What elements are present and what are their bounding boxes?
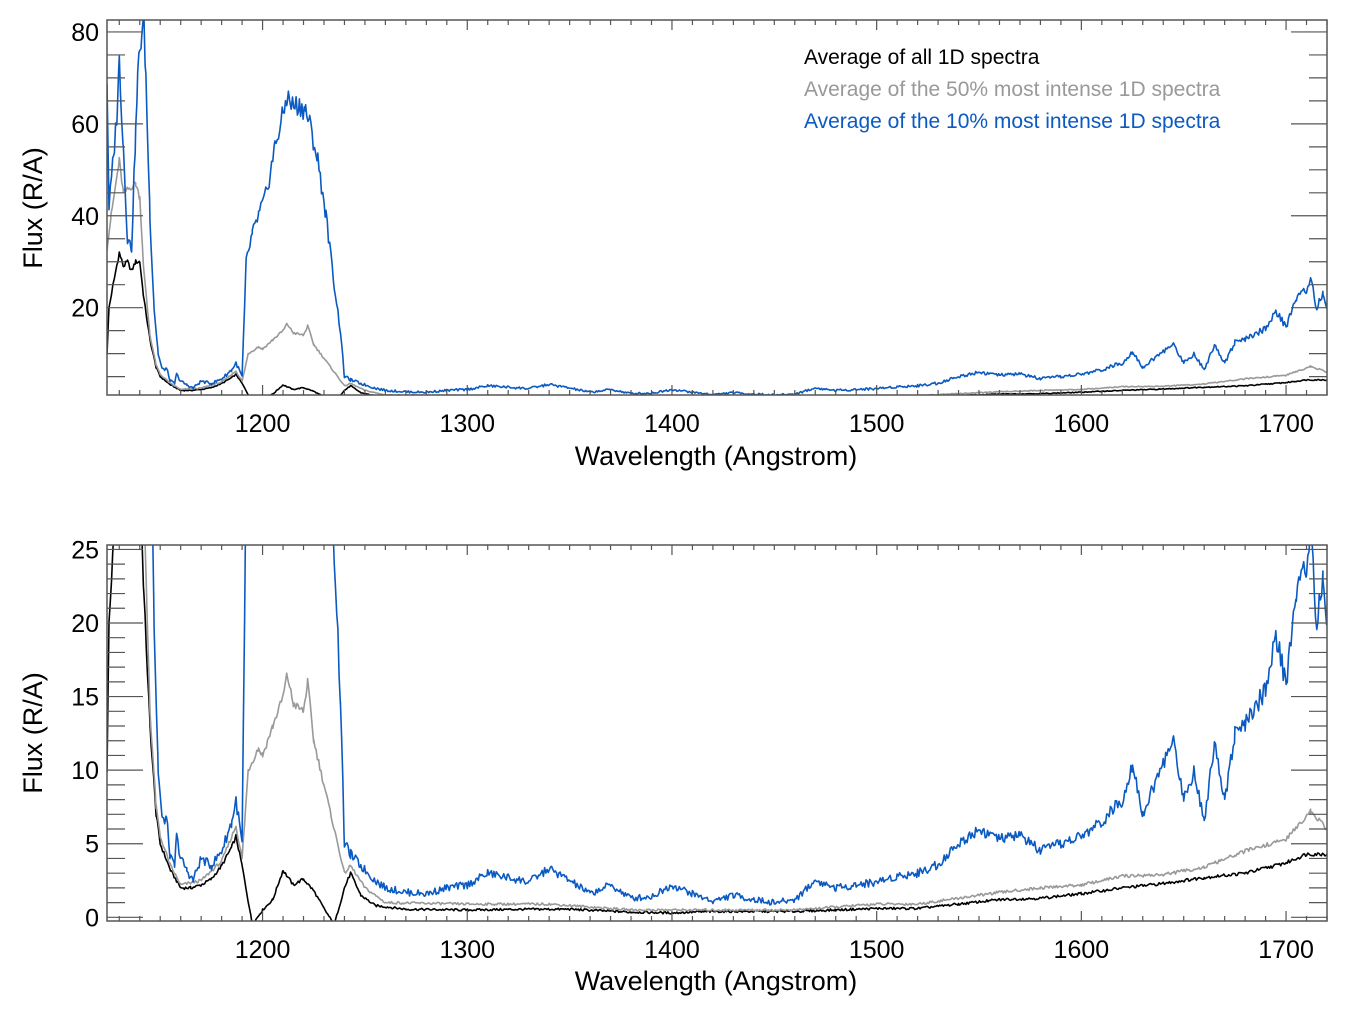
y-tick-label: 25 [71,536,99,564]
x-tick-label: 1600 [1054,936,1110,964]
top-x-tick-labels: 1200 1300 1400 1500 1600 1700 [235,410,1314,438]
x-tick-label: 1700 [1258,410,1314,438]
top-x-axis-title: Wavelength (Angstrom) [575,441,858,471]
bottom-series-lines [107,545,1327,921]
x-tick-label: 1400 [644,936,700,964]
top-series-lines [107,20,1327,395]
x-tick-label: 1400 [644,410,700,438]
y-tick-label: 10 [71,757,99,785]
y-tick-label: 20 [71,610,99,638]
top-y-tick-labels: 20 40 60 80 [71,19,99,323]
top-plot-frame [106,19,1328,396]
x-tick-label: 1600 [1054,410,1110,438]
bottom-series-line-1 [144,545,1327,912]
bottom-panel: 1200 1300 1400 1500 1600 1700 0 5 10 15 20 25 Wave… [18,536,1328,996]
y-tick-label: 15 [71,684,99,712]
bottom-plot-frame [106,544,1328,922]
top-y-axis-title: Flux (R/A) [18,147,48,269]
bottom-axis-ticks [107,545,1328,921]
y-tick-label: 0 [85,904,99,932]
y-tick-label: 80 [71,19,99,47]
bottom-x-axis-title: Wavelength (Angstrom) [575,966,858,996]
y-tick-label: 20 [71,295,99,323]
x-tick-label: 1200 [235,936,291,964]
legend-entry-50pct: Average of the 50% most intense 1D spect… [804,78,1221,101]
x-tick-label: 1700 [1258,936,1314,964]
x-tick-label: 1300 [439,936,495,964]
bottom-y-tick-labels: 0 5 10 15 20 25 [71,536,99,932]
top-series-line-0 [107,251,1327,395]
legend: Average of all 1D spectra Average of the… [804,46,1221,133]
legend-entry-all: Average of all 1D spectra [804,46,1040,69]
bottom-x-tick-labels: 1200 1300 1400 1500 1600 1700 [235,936,1314,964]
y-tick-label: 60 [71,111,99,139]
x-tick-label: 1300 [439,410,495,438]
top-panel: 1200 1300 1400 1500 1600 1700 20 40 60 80 Wavele… [18,19,1328,471]
y-tick-label: 5 [85,831,99,859]
x-tick-label: 1200 [235,410,291,438]
bottom-series-line-0 [107,545,1327,921]
top-series-line-2 [107,20,1327,395]
top-series-line-1 [107,156,1327,395]
x-tick-label: 1500 [849,410,905,438]
bottom-series-line-2 [152,545,1327,906]
legend-entry-10pct: Average of the 10% most intense 1D spect… [804,110,1221,133]
bottom-y-axis-title: Flux (R/A) [18,672,48,794]
x-tick-label: 1500 [849,936,905,964]
top-axis-ticks [107,20,1328,395]
y-tick-label: 40 [71,203,99,231]
